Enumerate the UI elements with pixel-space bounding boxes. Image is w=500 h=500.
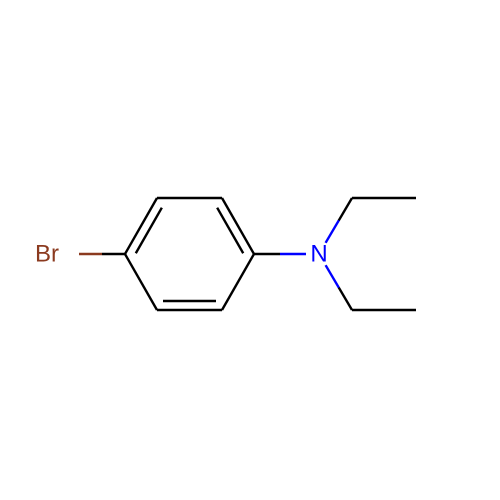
- bond: [217, 198, 254, 254]
- bond: [222, 254, 254, 310]
- bond: [326, 198, 352, 243]
- bond: [125, 198, 162, 254]
- bond: [125, 254, 157, 310]
- bond-layer: [79, 198, 416, 310]
- molecule-canvas: Br N: [0, 0, 500, 500]
- bond: [157, 301, 222, 310]
- bond: [326, 265, 352, 310]
- atom-label-N: N: [310, 241, 327, 268]
- atom-label-Br: Br: [35, 241, 59, 268]
